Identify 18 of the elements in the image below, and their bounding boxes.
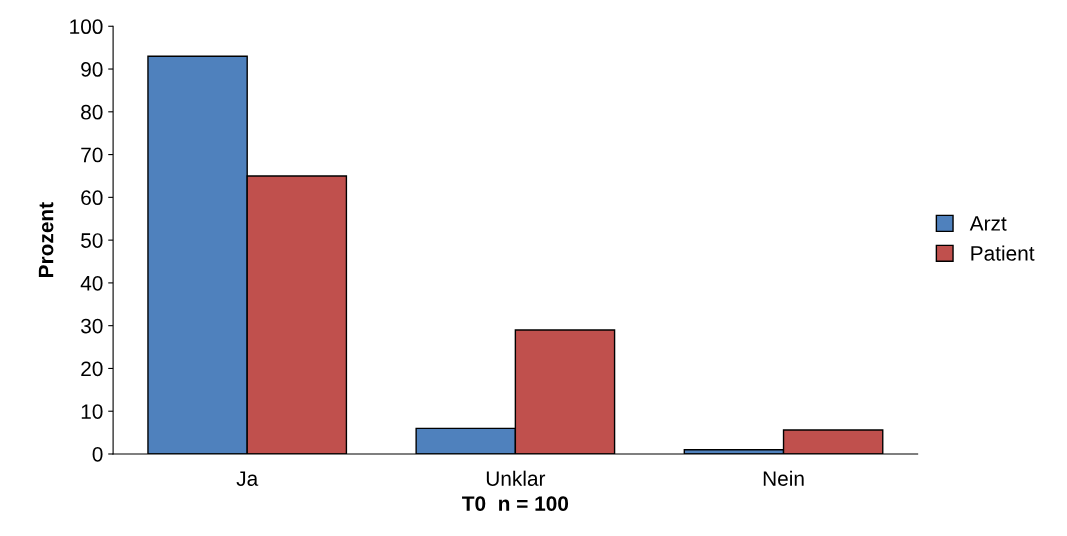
- x-tick-label: Ja: [236, 471, 259, 486]
- legend-label: Arzt: [969, 216, 1007, 231]
- x-axis-title: T0 n = 100: [462, 496, 569, 511]
- y-tick-label: 10: [81, 404, 103, 419]
- y-tick-label: 80: [81, 104, 103, 120]
- y-tick-label: 30: [81, 318, 103, 334]
- x-tick-label: Unklar: [486, 470, 546, 486]
- y-tick-label: 60: [81, 190, 103, 206]
- x-tick-label: Nein: [763, 470, 804, 486]
- y-axis-title: Prozent: [38, 202, 54, 277]
- y-tick-label: 20: [81, 361, 103, 377]
- legend-label: Patient: [971, 245, 1035, 261]
- y-tick-label: 50: [81, 233, 103, 248]
- y-tick-label: 0: [92, 446, 103, 462]
- y-tick-label: 70: [81, 147, 103, 163]
- y-tick-label: 40: [80, 275, 103, 291]
- y-tick-label: 100: [70, 19, 103, 35]
- y-tick-label: 90: [81, 62, 103, 77]
